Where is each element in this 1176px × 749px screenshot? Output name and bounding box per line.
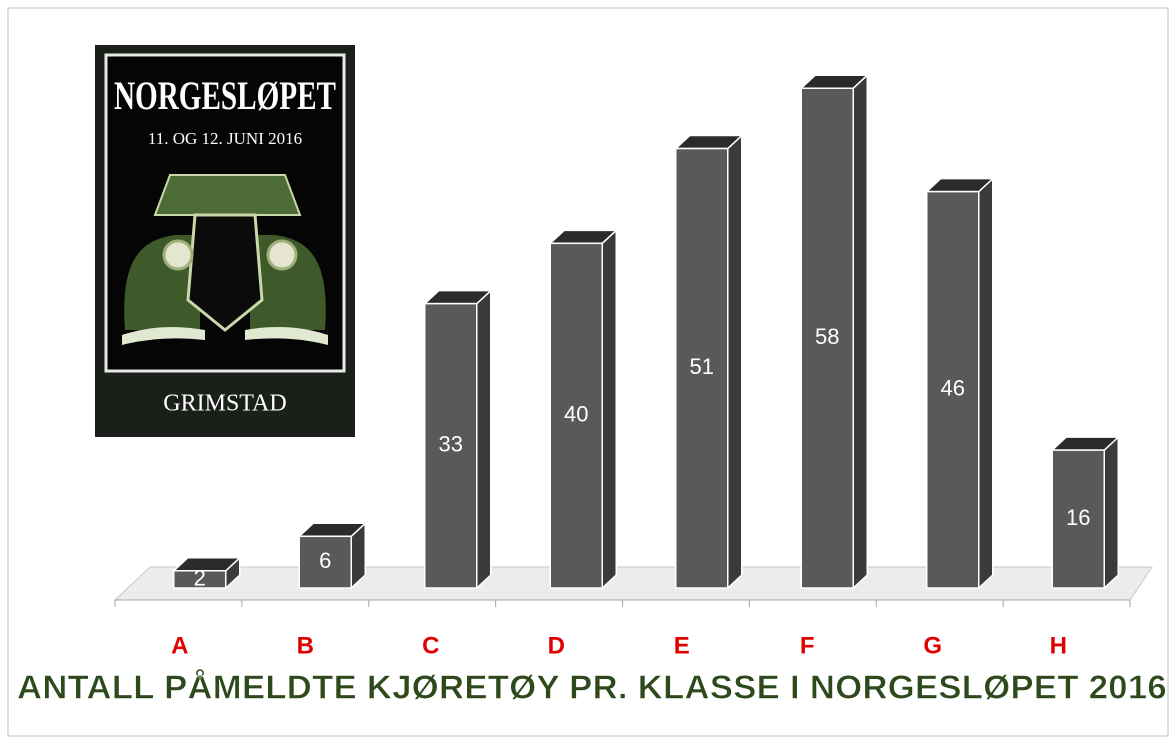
data-label: 40 [564, 401, 588, 426]
x-tick-label: H [1050, 632, 1067, 659]
data-label: 6 [319, 548, 331, 573]
page: {"chart_data": {"type": "bar", "title": … [0, 0, 1176, 744]
chart: NORGESLØPET 11. OG 12. JUNI 2016 GRIMSTA… [0, 0, 1176, 744]
bar-side [853, 75, 867, 588]
x-tick-label: F [800, 632, 815, 659]
data-label: 16 [1066, 505, 1090, 530]
car-lamp-left [164, 241, 192, 269]
bar-side [477, 291, 491, 588]
bar-side [979, 179, 993, 588]
x-tick-label: G [923, 632, 942, 659]
bar-side [728, 136, 742, 588]
x-tick-label: E [674, 632, 690, 659]
floor [115, 567, 1152, 600]
bar-side [602, 230, 616, 588]
poster-place: GRIMSTAD [163, 391, 286, 417]
poster-date: 11. OG 12. JUNI 2016 [148, 129, 302, 148]
bar-side [1104, 437, 1118, 588]
poster-title: NORGESLØPET [114, 73, 336, 118]
chart-title: ANTALL PÅMELDTE KJØRETØY PR. KLASSE I NO… [17, 669, 1167, 706]
x-tick-label: A [171, 632, 188, 659]
data-label: 58 [815, 324, 839, 349]
data-label: 51 [690, 354, 714, 379]
data-label: 46 [941, 376, 965, 401]
x-tick-label: C [422, 632, 439, 659]
x-tick-label: B [297, 632, 314, 659]
poster: NORGESLØPET 11. OG 12. JUNI 2016 GRIMSTA… [95, 45, 355, 437]
data-label: 33 [439, 432, 463, 457]
car-lamp-right [268, 241, 296, 269]
x-tick-label: D [548, 632, 565, 659]
car-roof [155, 175, 300, 215]
data-label: 2 [194, 566, 206, 591]
